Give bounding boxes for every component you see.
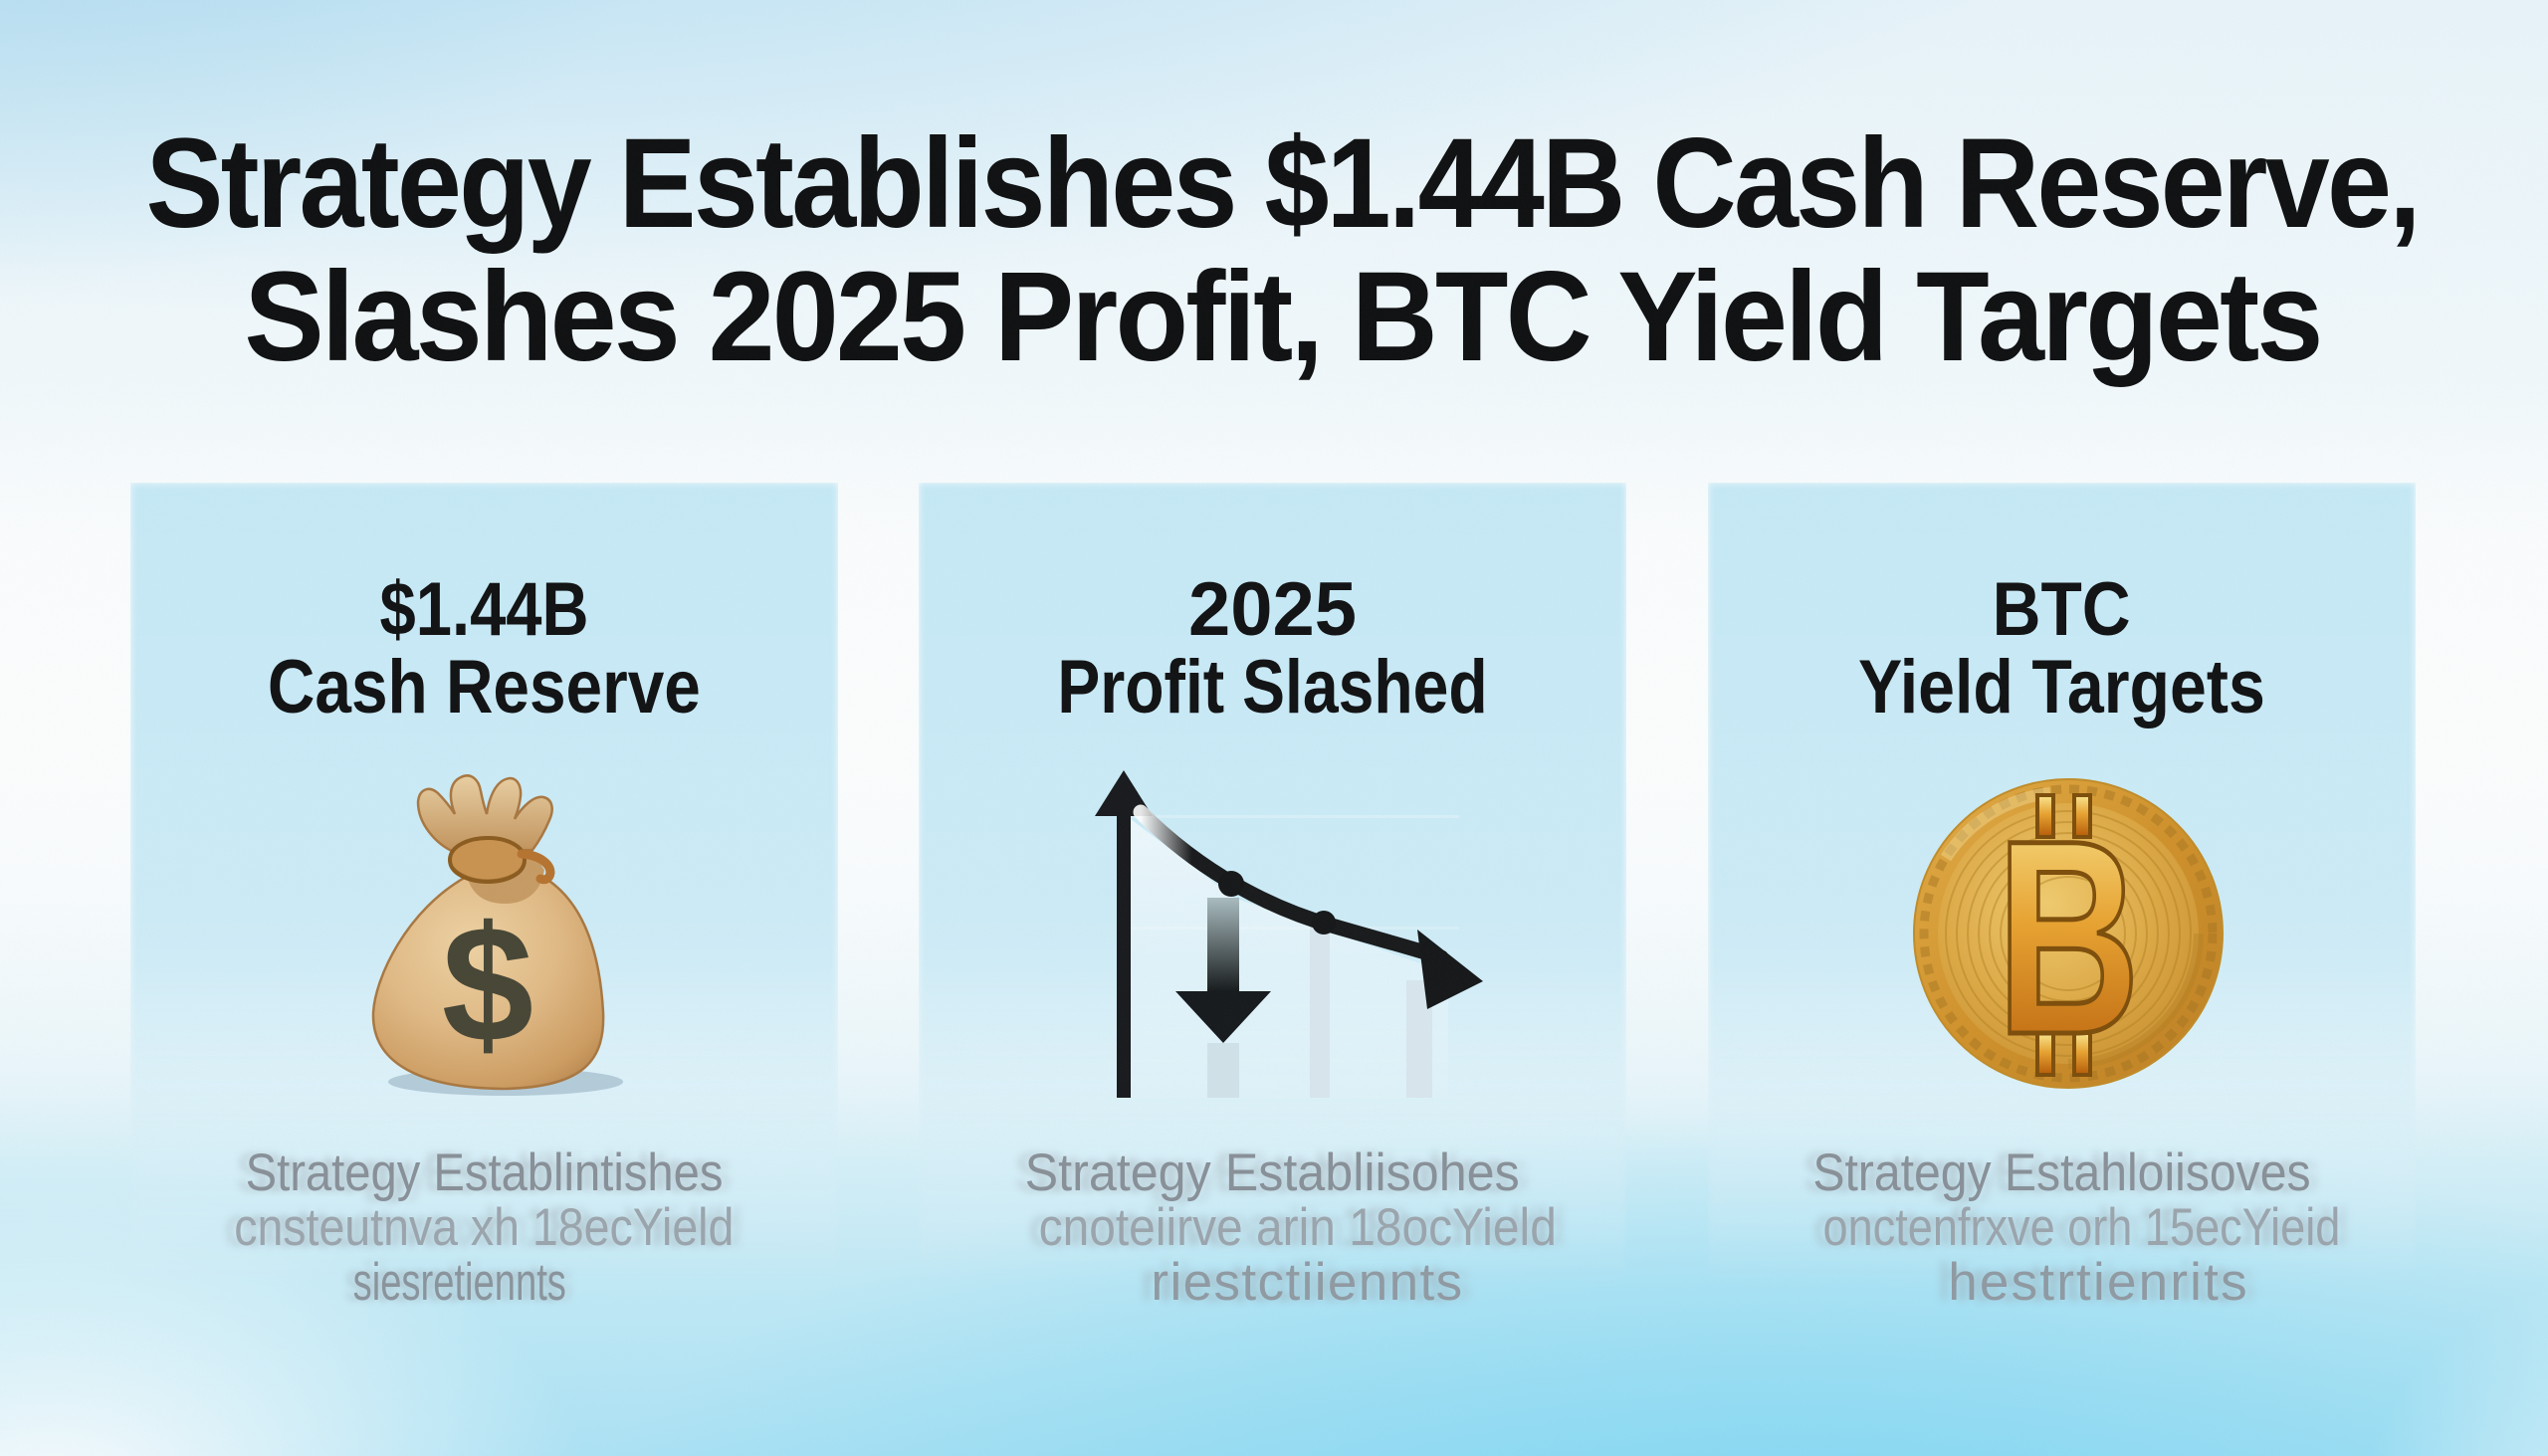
- svg-text:B: B: [1997, 784, 2141, 1093]
- svg-text:$: $: [442, 893, 533, 1077]
